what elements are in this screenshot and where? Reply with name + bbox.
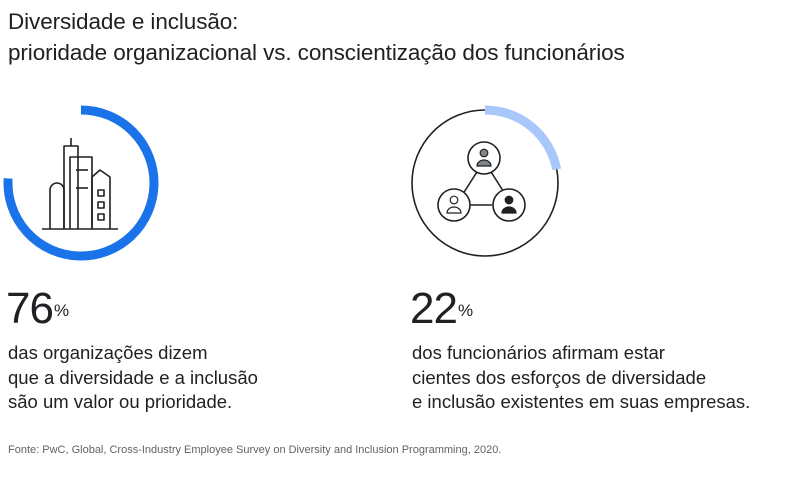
person-icon-filled: [501, 195, 517, 214]
stat-value-number: 22: [410, 284, 458, 333]
donut-organizations: [3, 105, 159, 261]
desc-line: cientes dos esforços de diversidade: [412, 366, 707, 388]
desc-line: são um valor ou prioridade.: [8, 391, 233, 412]
stat-description-organizations: das organizações dizem que a diversidade…: [8, 341, 258, 415]
desc-line: dos funcionários afirmam estar: [412, 342, 665, 363]
title-line-1: Diversidade e inclusão:: [8, 9, 239, 34]
donut-employees: [411, 105, 562, 257]
desc-line: que a diversidade e a inclusão: [8, 366, 258, 388]
donut-arc-value: [484, 105, 562, 171]
stat-value-unit: %: [457, 301, 474, 320]
person-icon-outline: [446, 195, 462, 214]
chart-title: Diversidade e inclusão: prioridade organ…: [8, 6, 625, 68]
stat-value-unit: %: [53, 301, 70, 320]
people-network-icon: [437, 141, 526, 222]
stat-value-organizations: 76%: [6, 287, 69, 331]
desc-line: e inclusão existentes em suas empresas.: [412, 391, 751, 412]
donut-arc-value: [3, 105, 159, 261]
title-line-2: prioridade organizacional vs. conscienti…: [8, 40, 625, 65]
buildings-icon: [42, 138, 118, 230]
stat-value-number: 76: [6, 284, 54, 333]
stat-value-employees: 22%: [410, 287, 473, 331]
stat-description-employees: dos funcionários afirmam estar cientes d…: [412, 341, 750, 415]
desc-line: das organizações dizem: [8, 342, 208, 363]
source-note: Fonte: PwC, Global, Cross-Industry Emplo…: [8, 444, 502, 456]
person-icon-gray: [476, 148, 492, 167]
